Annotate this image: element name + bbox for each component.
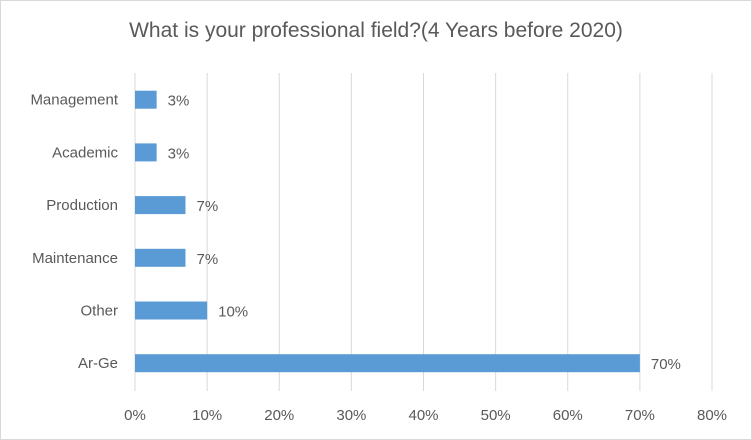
- data-label: 7%: [196, 251, 218, 268]
- x-tick-label: 40%: [408, 407, 438, 424]
- data-labels: 3% 3% 7% 7% 10% 70%: [168, 93, 681, 374]
- data-label: 3%: [168, 145, 190, 162]
- category-label: Management: [30, 92, 118, 109]
- x-tick-label: 0%: [124, 407, 146, 424]
- category-label: Maintenance: [32, 250, 118, 267]
- category-label: Ar-Ge: [78, 355, 118, 372]
- x-tick-labels: 0% 10% 20% 30% 40% 50% 60% 70% 80%: [124, 407, 727, 424]
- x-tick-label: 10%: [192, 407, 222, 424]
- chart-title: What is your professional field?(4 Years…: [129, 19, 623, 42]
- bar-other: [135, 301, 208, 320]
- category-label: Production: [46, 197, 118, 214]
- data-label: 10%: [218, 304, 248, 321]
- bar-maintenance: [135, 248, 186, 267]
- category-label: Academic: [52, 144, 118, 161]
- data-label: 70%: [651, 356, 681, 373]
- bar-ar-ge: [135, 354, 640, 373]
- data-label: 3%: [168, 93, 190, 110]
- x-tick-label: 80%: [697, 407, 727, 424]
- bar-management: [135, 90, 157, 109]
- data-label: 7%: [196, 198, 218, 215]
- x-tick-label: 20%: [264, 407, 294, 424]
- bar-academic: [135, 143, 157, 162]
- category-label: Other: [80, 303, 118, 320]
- gridlines: [134, 73, 713, 391]
- x-tick-label: 60%: [553, 407, 583, 424]
- bars: [135, 90, 640, 373]
- x-tick-label: 50%: [481, 407, 511, 424]
- x-tick-label: 30%: [336, 407, 366, 424]
- bar-production: [135, 196, 186, 215]
- category-labels: Management Academic Production Maintenance O…: [30, 92, 118, 373]
- x-tick-label: 70%: [625, 407, 655, 424]
